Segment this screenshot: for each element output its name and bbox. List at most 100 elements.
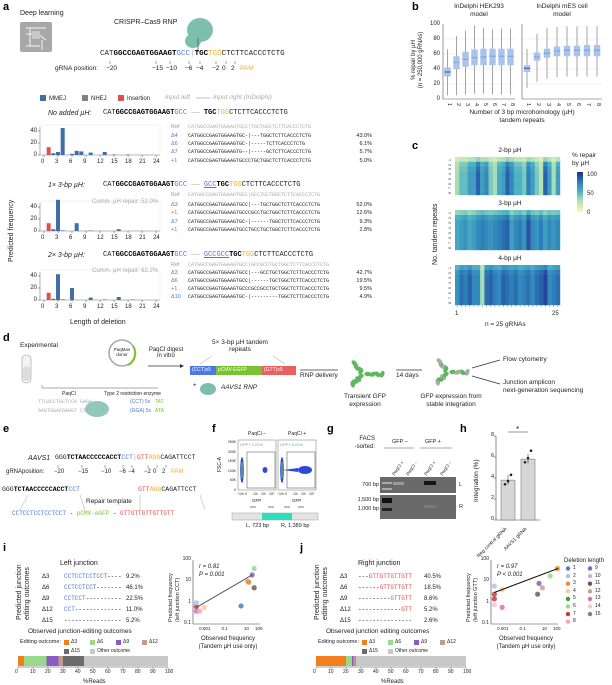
heatmap-cell [509, 171, 514, 177]
heatmap-cell [547, 180, 552, 186]
stable-gfp-cells-icon [442, 371, 449, 378]
heatmap-cell [455, 210, 460, 216]
gel-group-label: GFP − [392, 439, 408, 445]
heatmap-cell [459, 220, 464, 226]
boxplot-x-tick: 4 [555, 103, 561, 107]
heatmap-cell [463, 245, 468, 251]
heatmap-cell [522, 166, 527, 172]
gel-side-label: L [459, 482, 463, 488]
amplicon-left-label: L, 723 bp [246, 523, 269, 529]
boxplot-title: InDelphi HEK293 [454, 3, 504, 10]
heatmap-cell [476, 230, 481, 236]
heatmap-cell [513, 240, 519, 246]
histogram-bar-mmej [102, 152, 107, 155]
boxplot-box [573, 45, 581, 57]
scatter-point [499, 604, 505, 610]
heatmap-cell [455, 161, 460, 167]
heatmap-cell [471, 285, 477, 291]
heatmap-cell [488, 171, 493, 177]
heatmap-cell [513, 270, 519, 276]
heatmap-cell [518, 280, 523, 286]
heatmap-cell [497, 240, 502, 246]
outcome-label: Δ7 [171, 149, 178, 155]
heatmap-cell [505, 171, 510, 177]
heatmap-cell [480, 225, 485, 231]
heatmap-cell [463, 190, 468, 196]
outcome-percentage: 9.3% [359, 219, 372, 225]
scatter-y-tick: 0.1 [482, 620, 489, 626]
scatter-x-tick: 0.1 [221, 626, 228, 631]
sequence-segment: TGG [208, 50, 222, 58]
sequence-segment: GCC [176, 50, 191, 58]
scatter-x-label: (Tandem µH use only) [496, 644, 556, 650]
sequence-segment: CAGATTCCT [160, 454, 196, 461]
heatmap-cell [480, 210, 485, 216]
arrow-icon [471, 359, 501, 369]
scatter-y-tick: 1 [486, 598, 489, 605]
heatmap-cell [480, 215, 485, 221]
heatmap-cell [459, 270, 464, 276]
data-point [503, 483, 507, 486]
legend-swatch-nhej [82, 95, 88, 101]
heatmap-cell [492, 285, 498, 291]
sequence-segment: TCTAACCCCCACCT [66, 454, 122, 461]
stable-gfp-cells-icon [436, 377, 444, 382]
heatmap-cell [480, 300, 485, 306]
heatmap-cell [488, 230, 493, 236]
heatmap-cell [555, 290, 561, 296]
stacked-x-tick: 50 [388, 669, 394, 675]
outcome-swatch [90, 649, 95, 654]
correlation-p: P = 0.001 [199, 572, 225, 578]
heatmap-cell [484, 285, 489, 291]
heatmap-cell [526, 190, 531, 196]
plasmid-donor-label: PaqMan donor [113, 347, 131, 357]
stacked-bar-segment [355, 656, 356, 666]
heatmap-cell [513, 230, 519, 236]
heatmap-cell [555, 161, 561, 167]
histogram-x-tick: 24 [153, 304, 160, 310]
heatmap-cell [463, 295, 468, 301]
heatmap-cell [547, 157, 552, 162]
colorbar-segment [577, 200, 583, 203]
histogram-bar-mmej [74, 223, 79, 231]
flow-x-tick: 0 [285, 492, 287, 496]
histogram-bar-mmej [88, 297, 93, 300]
heatmap-cell [551, 190, 556, 196]
heatmap-cell [539, 157, 544, 162]
sequence-segment: GTT [138, 486, 150, 493]
sequence-segment: TGG [241, 251, 255, 259]
heatmap-row-tick: 7 [448, 297, 452, 299]
outcome-percentage: 5.7% [359, 149, 372, 155]
heatmap-cell [555, 235, 561, 241]
outcome-label: Δ6 [42, 585, 50, 591]
heatmap-row-tick: 5 [448, 177, 452, 180]
heatmap-cell [530, 176, 535, 181]
deletion-length-swatch [565, 611, 571, 617]
heatmap-cell [476, 300, 481, 306]
grna-position-tick-label: 0 [153, 469, 157, 475]
histogram-x-tick: 24 [153, 159, 160, 165]
heatmap-cell [543, 180, 548, 186]
heatmap-cell [467, 235, 472, 241]
outcome-sequence: GTTGTTGTT [379, 584, 412, 591]
deletion-length-label: 1 [573, 565, 576, 571]
flow-population-core [281, 462, 283, 478]
heatmap-cell [471, 270, 477, 276]
heatmap-cell [534, 176, 540, 181]
flow-x-tick: 10⁴ [261, 492, 267, 496]
colorbar-segment [577, 188, 583, 191]
experimental-label: Experimental [20, 342, 58, 349]
heatmap-cell [471, 220, 477, 226]
heatmap-cell [543, 245, 548, 251]
outcome-swatch [362, 640, 367, 645]
i-y-label: editing outcomes [24, 567, 31, 620]
heatmap-cell [501, 166, 506, 172]
deletion-length-label: 10 [595, 572, 601, 579]
heatmap-cell [501, 210, 506, 216]
heatmap-cell [497, 300, 502, 306]
scatter-y-tick: 100 [480, 556, 489, 562]
heatmap-cell [476, 210, 481, 216]
bar-y-tick: 6 [490, 453, 494, 459]
heatmap-cell [518, 161, 523, 167]
heatmap-row-tick: 3 [448, 277, 452, 279]
